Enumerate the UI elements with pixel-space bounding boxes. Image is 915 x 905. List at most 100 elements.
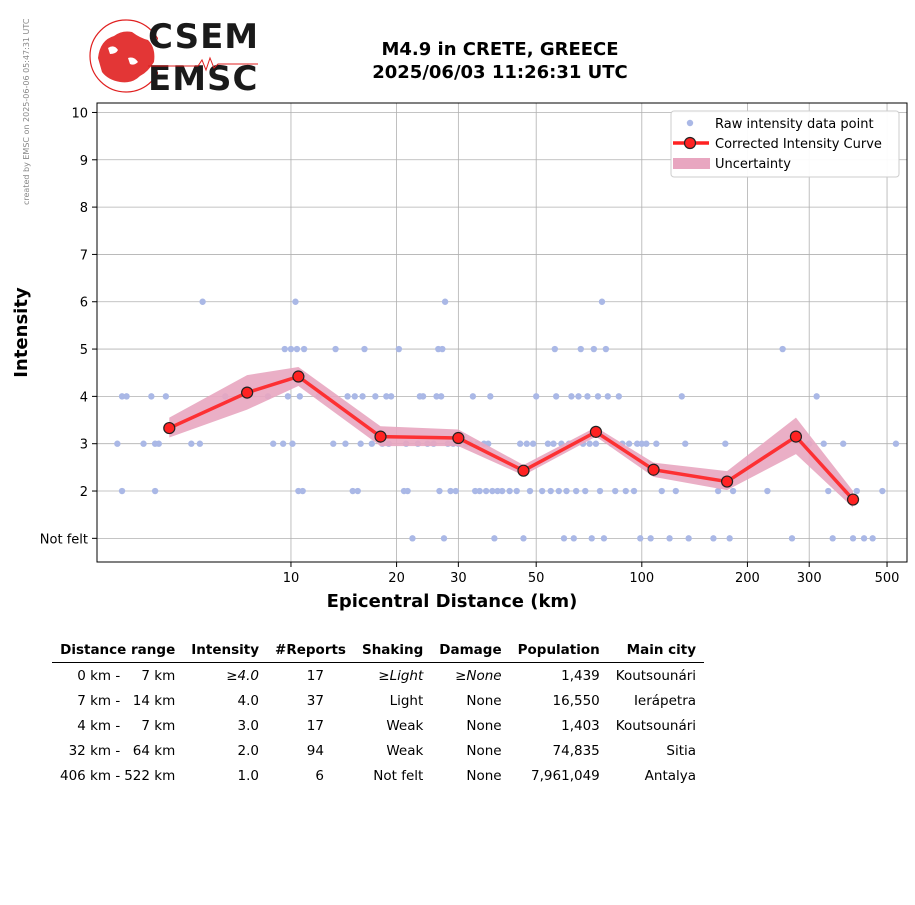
raw-data-point — [575, 393, 582, 400]
raw-data-point — [469, 393, 477, 400]
raw-data-point — [148, 393, 155, 400]
raw-data-point — [383, 393, 390, 400]
raw-data-point — [590, 345, 598, 353]
table-cell-d2: 64 km — [132, 742, 176, 759]
raw-data-point — [114, 440, 121, 447]
raw-data-point — [359, 393, 366, 400]
logo-line-1: CSEM — [148, 17, 260, 57]
intensity-curve-marker — [241, 386, 254, 399]
raw-data-point — [584, 393, 591, 400]
table-row: 4 km - 7 km 3.0 17 Weak None 1,403 Koutsounári — [52, 713, 704, 738]
raw-data-point — [879, 487, 886, 495]
raw-data-point — [647, 535, 654, 542]
y-tick-label: 4 — [80, 390, 88, 405]
raw-data-point — [491, 535, 498, 542]
raw-data-point — [825, 487, 832, 495]
raw-data-point — [588, 535, 595, 542]
raw-data-point — [726, 535, 733, 542]
raw-data-point — [849, 535, 857, 542]
x-tick-label: 50 — [528, 571, 545, 586]
table-cell-reports: 37 — [306, 692, 324, 709]
raw-data-point — [439, 345, 446, 353]
raw-data-point — [498, 487, 506, 495]
raw-data-point — [361, 345, 368, 353]
raw-data-point — [682, 440, 689, 447]
intensity-curve-marker — [452, 431, 465, 445]
raw-data-point — [289, 440, 296, 447]
x-tick-label: 100 — [629, 571, 654, 586]
raw-data-point — [372, 393, 379, 400]
title-line-1: M4.9 in CRETE, GREECE — [381, 39, 619, 60]
raw-data-point — [829, 535, 836, 542]
raw-data-point — [279, 440, 287, 447]
chart-title: M4.9 in CRETE, GREECE 2025/06/03 11:26:3… — [300, 38, 700, 84]
table-row: 7 km - 14 km 4.0 37 Light None 16,550 Ierápetra — [52, 688, 704, 713]
table-cell-d2: 14 km — [132, 692, 176, 709]
raw-data-point — [354, 487, 361, 495]
table-cell-reports: 17 — [306, 667, 324, 684]
table-cell-reports: 94 — [306, 742, 324, 759]
raw-data-point — [140, 440, 147, 447]
intensity-curve-marker — [647, 463, 660, 476]
raw-data-point — [547, 487, 554, 495]
raw-data-point — [404, 487, 411, 495]
raw-data-point — [529, 440, 537, 447]
raw-data-point — [560, 535, 568, 542]
raw-data-point — [538, 487, 546, 495]
raw-data-point — [123, 393, 130, 400]
raw-data-point — [436, 487, 443, 495]
raw-data-point — [296, 393, 304, 400]
raw-data-point — [520, 535, 527, 542]
raw-data-point — [471, 487, 479, 495]
raw-data-point — [287, 345, 295, 353]
x-tick-label: 20 — [388, 571, 405, 586]
raw-data-point — [433, 393, 440, 400]
raw-data-point — [299, 487, 306, 495]
raw-data-point — [622, 487, 629, 495]
raw-data-point — [840, 440, 847, 447]
table-cell-population: 16,550 — [552, 692, 600, 709]
raw-data-point — [552, 393, 560, 400]
raw-data-point — [300, 345, 308, 353]
raw-data-point — [638, 440, 646, 447]
raw-data-point — [598, 298, 606, 305]
table-cell-intensity: 3.0 — [237, 717, 260, 734]
raw-data-point — [643, 440, 650, 447]
raw-data-point — [344, 393, 351, 400]
table-cell-d1: 32 km - — [68, 742, 121, 759]
raw-data-point — [281, 345, 288, 353]
raw-data-point — [600, 535, 608, 542]
y-tick-label: Not felt — [40, 532, 88, 547]
table-cell-population: 1,439 — [561, 667, 600, 684]
raw-data-point — [357, 440, 364, 447]
raw-data-point — [441, 298, 449, 305]
y-tick-label: 6 — [80, 296, 88, 311]
table-header-cell: Distance range — [52, 640, 184, 663]
y-tick-label: 3 — [80, 438, 88, 453]
raw-data-point — [342, 440, 349, 447]
raw-data-point — [118, 487, 126, 495]
intensity-curve-marker — [292, 370, 305, 383]
y-tick-label: 5 — [80, 343, 88, 358]
table-cell-damage: None — [466, 742, 502, 759]
raw-data-point — [604, 393, 612, 400]
raw-data-point — [196, 440, 204, 447]
intensity-curve-marker — [720, 475, 734, 488]
raw-data-point — [602, 345, 610, 353]
raw-data-point — [330, 440, 337, 447]
table-cell-city: Sitia — [666, 742, 697, 759]
raw-data-point — [523, 440, 530, 447]
intensity-curve-marker — [846, 493, 860, 506]
table-header-cell: #Reports — [267, 640, 354, 663]
x-axis-label: Epicentral Distance (km) — [327, 591, 578, 612]
intensity-chart: 10 20 30 50 100 200 300 500 Not felt 2 3 4 5 6 7 8 9 10 Ep… — [11, 102, 908, 612]
legend-label-raw: Raw intensity data point — [715, 117, 874, 132]
raw-data-point — [577, 345, 584, 353]
table-cell-shaking: Not felt — [373, 767, 424, 784]
plot-frame — [96, 102, 908, 563]
table-header-cell: Shaking — [353, 640, 432, 663]
uncertainty-band — [169, 367, 854, 508]
raw-data-point — [860, 535, 868, 542]
raw-data-point — [437, 393, 445, 400]
table-cell-d1: 406 km - — [60, 767, 121, 784]
